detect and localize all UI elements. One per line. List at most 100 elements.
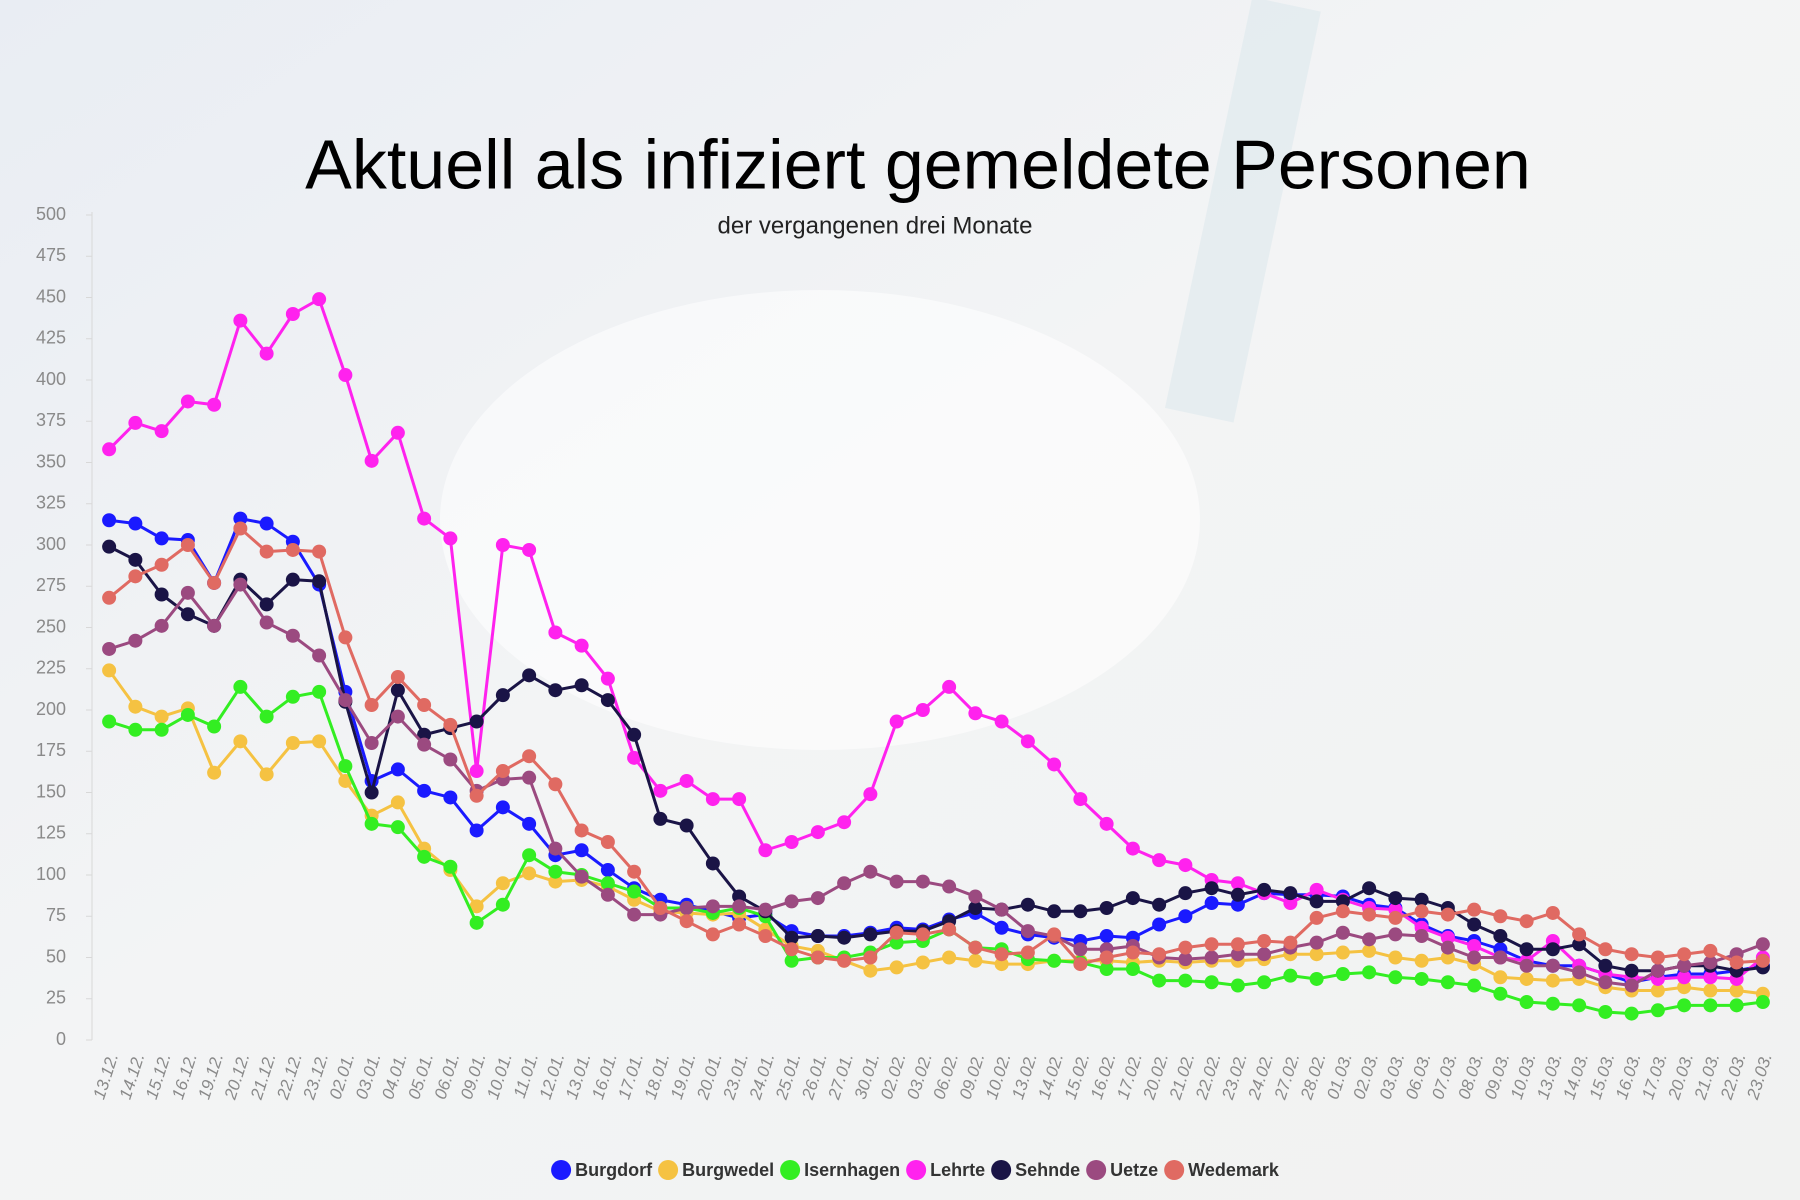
data-point bbox=[417, 737, 432, 752]
data-point bbox=[1598, 942, 1613, 957]
legend-swatch bbox=[906, 1160, 927, 1180]
data-point bbox=[1099, 950, 1114, 965]
data-point bbox=[1624, 947, 1639, 962]
data-point bbox=[600, 671, 615, 686]
data-point bbox=[1519, 958, 1534, 973]
data-point bbox=[600, 887, 615, 902]
data-point bbox=[1309, 882, 1324, 897]
data-point bbox=[1677, 998, 1692, 1013]
data-point bbox=[1545, 942, 1560, 957]
data-point bbox=[627, 750, 642, 765]
data-point bbox=[102, 714, 117, 729]
data-point bbox=[600, 876, 615, 891]
data-point bbox=[1309, 947, 1324, 962]
data-point bbox=[679, 901, 694, 915]
y-tick-label: 475 bbox=[36, 245, 66, 265]
y-tick-label: 400 bbox=[36, 369, 66, 389]
data-point bbox=[1440, 907, 1455, 922]
data-point bbox=[1125, 841, 1140, 856]
data-point bbox=[968, 953, 983, 968]
data-point bbox=[732, 889, 747, 904]
series-line bbox=[108, 583, 1764, 988]
data-point bbox=[915, 927, 930, 942]
chart-title: Aktuell als infiziert gemeldete Personen bbox=[305, 125, 1531, 203]
data-point bbox=[1414, 929, 1429, 944]
data-point bbox=[312, 648, 327, 663]
data-point bbox=[1152, 947, 1167, 962]
data-point bbox=[259, 709, 274, 724]
data-point bbox=[285, 689, 300, 704]
background-shape bbox=[1165, 0, 1321, 423]
legend-swatch bbox=[1086, 1160, 1107, 1180]
data-point bbox=[285, 542, 300, 557]
data-point bbox=[1047, 904, 1062, 919]
data-point bbox=[312, 574, 327, 589]
series-line bbox=[108, 527, 1763, 966]
data-point bbox=[469, 788, 484, 803]
series-line bbox=[107, 669, 1764, 996]
data-point bbox=[259, 346, 274, 361]
data-point bbox=[495, 800, 510, 815]
series bbox=[102, 521, 1770, 972]
legend-item: Burgwedel bbox=[658, 1160, 774, 1180]
y-tick-label: 150 bbox=[36, 781, 66, 801]
data-point bbox=[154, 587, 169, 602]
data-point bbox=[1440, 930, 1455, 945]
data-point bbox=[1519, 914, 1534, 929]
data-point bbox=[443, 752, 458, 767]
data-point bbox=[1073, 904, 1088, 919]
data-point bbox=[1362, 932, 1377, 947]
data-point bbox=[154, 424, 169, 439]
data-point bbox=[548, 841, 563, 856]
data-point bbox=[548, 874, 563, 889]
data-point bbox=[364, 453, 379, 468]
data-point bbox=[574, 678, 589, 693]
data-point bbox=[312, 544, 327, 559]
legend-label: Uetze bbox=[1110, 1160, 1158, 1180]
data-point bbox=[863, 963, 878, 978]
data-point bbox=[364, 816, 379, 831]
data-point bbox=[207, 618, 222, 633]
data-point bbox=[522, 848, 537, 863]
data-point bbox=[1283, 896, 1298, 911]
data-point bbox=[102, 513, 117, 528]
data-point bbox=[1257, 975, 1272, 990]
data-point bbox=[469, 764, 484, 779]
data-point bbox=[968, 940, 983, 955]
data-point bbox=[1178, 858, 1193, 873]
data-point bbox=[837, 815, 852, 830]
data-point bbox=[285, 307, 300, 321]
data-point bbox=[1099, 929, 1114, 944]
data-point bbox=[1178, 886, 1193, 901]
data-point bbox=[1020, 897, 1035, 912]
data-point bbox=[1545, 996, 1560, 1011]
data-point bbox=[390, 425, 405, 440]
data-point bbox=[522, 866, 537, 881]
legend-swatch bbox=[991, 1160, 1012, 1180]
data-point bbox=[1545, 905, 1560, 920]
data-point bbox=[522, 816, 537, 831]
data-point bbox=[968, 706, 983, 721]
data-point bbox=[1230, 947, 1245, 962]
data-point bbox=[102, 641, 117, 656]
data-point bbox=[128, 722, 143, 737]
y-tick-label: 300 bbox=[36, 534, 66, 554]
data-point bbox=[1493, 970, 1508, 985]
legend-label: Burgwedel bbox=[682, 1160, 774, 1180]
data-point bbox=[784, 930, 799, 945]
data-point bbox=[417, 511, 432, 526]
data-point bbox=[390, 795, 405, 810]
data-point bbox=[915, 955, 930, 970]
data-point bbox=[495, 538, 510, 552]
data-point bbox=[259, 544, 274, 559]
data-point bbox=[758, 929, 773, 944]
y-tick-label: 450 bbox=[36, 286, 66, 306]
legend-item: Isernhagen bbox=[780, 1160, 900, 1180]
y-tick-label: 425 bbox=[36, 328, 66, 348]
legend-label: Isernhagen bbox=[804, 1160, 900, 1180]
data-point bbox=[154, 722, 169, 737]
data-point bbox=[1519, 971, 1534, 986]
data-point bbox=[259, 615, 274, 630]
legend-label: Wedemark bbox=[1188, 1160, 1280, 1180]
y-tick-label: 275 bbox=[36, 575, 66, 595]
